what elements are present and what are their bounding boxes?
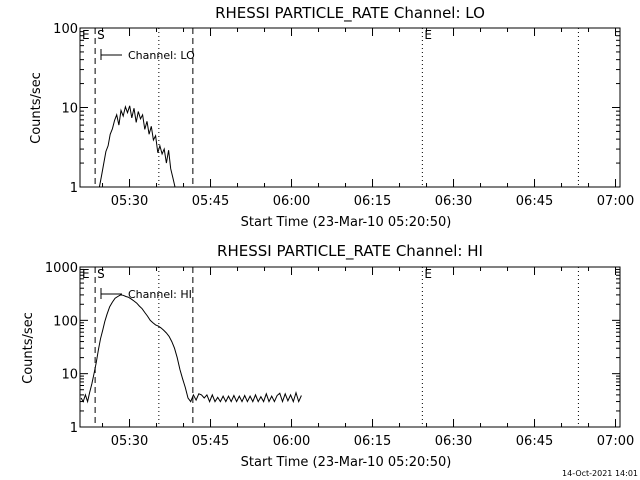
chart-title: RHESSI PARTICLE_RATE Channel: LO — [215, 4, 485, 23]
chart-lo-channel: RHESSI PARTICLE_RATE Channel: LO Counts/… — [29, 4, 634, 230]
y-tick-label: 1 — [70, 421, 78, 436]
x-tick-label: 06:15 — [354, 194, 391, 209]
y-axis-label: Counts/sec — [29, 72, 44, 144]
x-tick-label: 06:00 — [273, 434, 310, 449]
legend-label: Channel: LO — [128, 49, 195, 62]
marker-label: S — [97, 28, 105, 42]
chart-hi-channel: RHESSI PARTICLE_RATE Channel: HI Counts/… — [21, 242, 634, 470]
plot-frame — [79, 266, 621, 428]
y-tick-label: 100 — [53, 314, 78, 329]
marker-label: S — [97, 267, 105, 281]
footer-timestamp: 14-Oct-2021 14:01 — [562, 469, 638, 478]
y-tick-label: 100 — [53, 22, 78, 37]
data-series-line — [80, 294, 302, 404]
x-tick-label: 07:00 — [597, 194, 634, 209]
x-tick-label: 06:45 — [516, 194, 553, 209]
x-tick-label: 06:30 — [435, 434, 472, 449]
x-tick-label: 06:00 — [273, 194, 310, 209]
marker-label: E — [82, 28, 90, 42]
legend-label: Channel: HI — [128, 288, 192, 301]
x-tick-label: 05:45 — [192, 194, 229, 209]
marker-label: E — [82, 267, 90, 281]
y-tick-label: 10 — [61, 102, 78, 117]
x-tick-label: 05:45 — [192, 434, 229, 449]
x-tick-label: 06:30 — [435, 194, 472, 209]
x-tick-label: 06:15 — [354, 434, 391, 449]
y-tick-label: 10 — [61, 368, 78, 383]
data-series-line — [98, 105, 176, 188]
chart-title: RHESSI PARTICLE_RATE Channel: HI — [217, 242, 483, 261]
x-tick-label: 07:00 — [597, 434, 634, 449]
x-tick-label: 05:30 — [111, 434, 148, 449]
marker-label: E — [424, 267, 432, 281]
marker-label: E — [424, 28, 432, 42]
y-tick-label: 1 — [70, 181, 78, 196]
x-tick-label: 05:30 — [111, 194, 148, 209]
y-tick-label: 1000 — [45, 261, 78, 276]
y-axis-label: Counts/sec — [21, 312, 36, 384]
x-tick-label: 06:45 — [516, 434, 553, 449]
x-axis-label: Start Time (23-Mar-10 05:20:50) — [241, 215, 452, 230]
x-axis-label: Start Time (23-Mar-10 05:20:50) — [241, 455, 452, 470]
